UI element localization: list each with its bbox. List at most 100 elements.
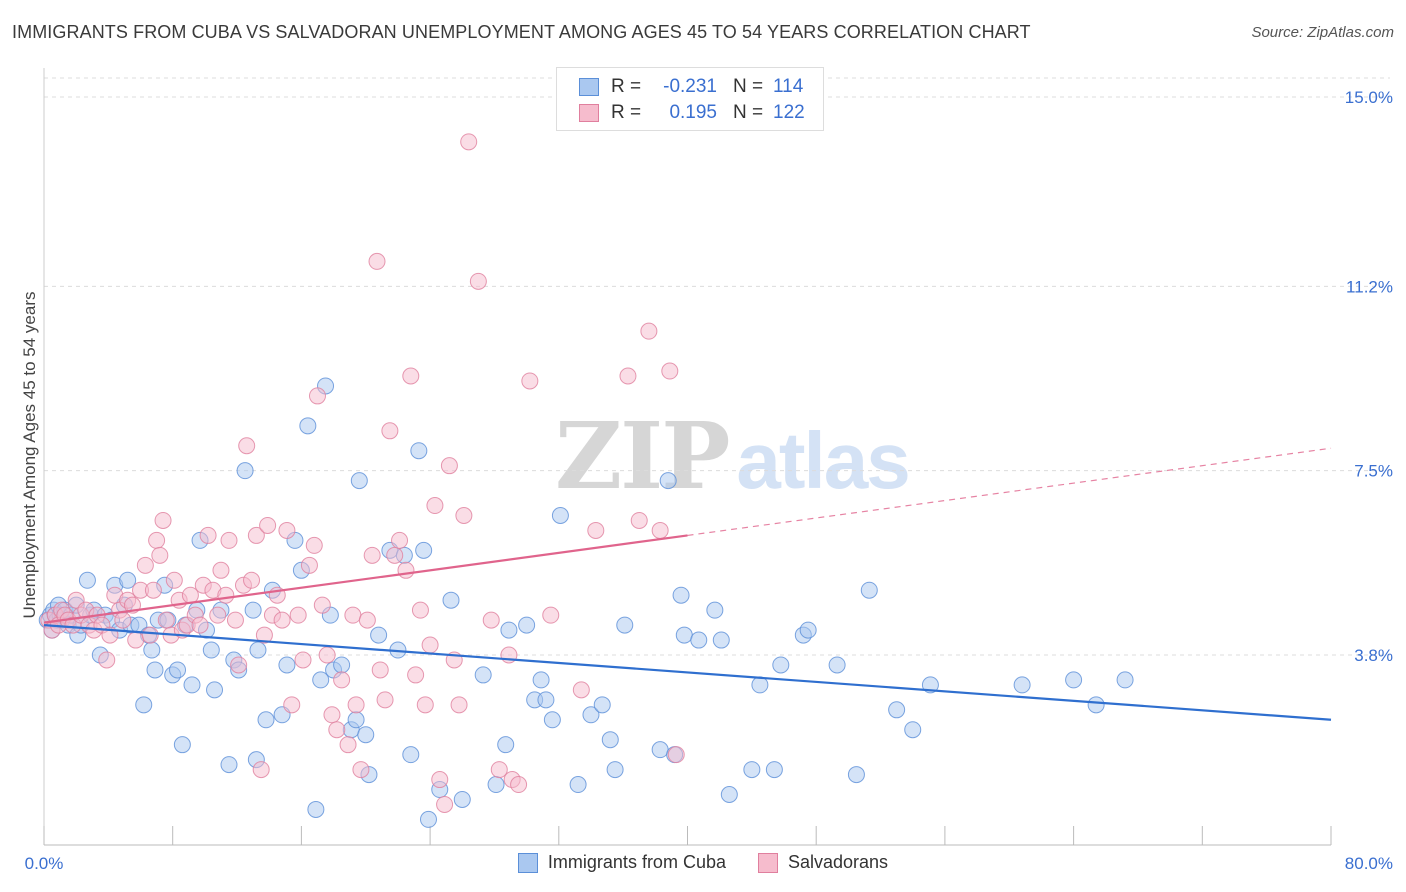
salvadoran-point [141,626,159,644]
legend-item-cuba[interactable]: Immigrants from Cuba [517,852,726,873]
salvadoran-point [339,736,357,754]
salvadoran-point [347,696,365,714]
cuba-point [751,676,769,694]
cuba-point [419,810,437,828]
cuba-point [442,591,460,609]
cuba-point [860,581,878,599]
cuba-point [278,656,296,674]
cuba-point [415,541,433,559]
cuba-point [312,671,330,689]
legend-n-label: N = [733,102,764,123]
salvadoran-point [358,611,376,629]
cuba-point [497,736,515,754]
cuba-point [249,641,267,659]
salvadoran-point [289,606,307,624]
salvadoran-point [238,437,256,455]
cuba-point [173,736,191,754]
watermark-zip: ZIP [555,402,730,510]
cuba-point [410,442,428,460]
cuba-point [593,696,611,714]
cuba-point [183,676,201,694]
cuba-point [78,571,96,589]
legend-swatch-pink [579,104,599,122]
cuba-point [690,631,708,649]
salvadoran-point [127,631,145,649]
cuba-point [402,746,420,764]
salvadoran-trend-line [43,534,688,624]
salvadoran-point [651,521,669,539]
salvadoran-point [212,561,230,579]
cuba-point [706,601,724,619]
legend-row-cuba: R = -0.231 N = 114 [579,74,803,100]
salvadoran-point [542,606,560,624]
salvadoran-point [381,422,399,440]
salvadoran-point [391,531,409,549]
salvadoran-point [230,656,248,674]
cuba-point [135,696,153,714]
salvadoran-point [136,556,154,574]
salvadoran-point [376,691,394,709]
salvadoran-point [344,606,362,624]
salvadoran-point [328,721,346,739]
cuba-point [1065,671,1083,689]
salvadoran-point [247,526,265,544]
cuba-point [350,472,368,490]
salvadoran-point [587,521,605,539]
watermark-atlas: atlas [736,416,910,505]
legend-n-value: 114 [773,76,804,97]
salvadoran-point [402,367,420,385]
cuba-point [119,571,137,589]
salvadoran-point [421,636,439,654]
watermark: ZIP atlas [555,402,911,510]
cuba-point [651,741,669,759]
cuba-point [772,656,790,674]
salvadoran-point [308,387,326,405]
salvadoran-point [294,651,312,669]
salvadoran-point [259,516,277,534]
legend-r-label: R = [611,102,642,123]
salvadoran-point [371,661,389,679]
cuba-point [675,626,693,644]
cuba-point [828,656,846,674]
cuba-point [606,761,624,779]
series-legend: Immigrants from Cuba Salvadorans [0,852,1406,873]
cuba-point [847,766,865,784]
cuba-point [347,711,365,729]
cuba-point [616,616,634,634]
salvadoran-point [157,611,175,629]
salvadoran-point [469,272,487,290]
cuba-point [357,726,375,744]
cuba-point [601,731,619,749]
salvadoran-point [667,746,685,764]
cuba-point [799,621,817,639]
legend-n-value: 122 [773,102,805,123]
salvadoran-point [640,322,658,340]
salvadoran-point [572,681,590,699]
salvadoran-point [255,626,273,644]
legend-item-salvadorans[interactable]: Salvadorans [757,852,888,873]
cuba-point [333,656,351,674]
salvadoran-point [243,571,261,589]
cuba-point [659,472,677,490]
cuba-point [370,626,388,644]
cuba-point [551,507,569,524]
y-tick-label: 15.0% [1345,88,1393,107]
legend-row-salvadorans: R = 0.195 N = 122 [579,100,805,126]
cuba-point [1087,696,1105,714]
salvadoran-point [482,611,500,629]
salvadoran-point [226,611,244,629]
chart-title: IMMIGRANTS FROM CUBA VS SALVADORAN UNEMP… [12,22,1031,42]
cuba-point [904,721,922,739]
salvadoran-point [407,666,425,684]
x-tick-label: 0.0% [25,854,64,873]
salvadoran-trend-extension [687,447,1332,537]
cuba-point [202,641,220,659]
cuba-point [720,786,738,803]
salvadoran-point [318,646,336,664]
legend-label-cuba: Immigrants from Cuba [547,852,726,872]
salvadoran-point [436,795,454,813]
salvadoran-point [619,367,637,385]
x-tick-label: 80.0% [1345,854,1393,873]
salvadoran-point [661,362,679,380]
